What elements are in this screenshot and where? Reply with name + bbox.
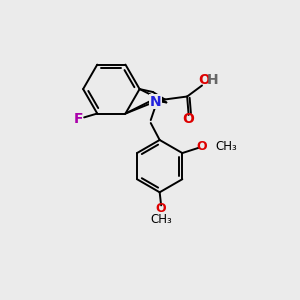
Text: CH₃: CH₃ [150, 212, 172, 226]
Text: O: O [199, 74, 210, 88]
Text: O: O [156, 202, 167, 215]
Text: N: N [149, 94, 161, 109]
Text: O: O [183, 112, 195, 126]
Text: O: O [196, 140, 207, 153]
Text: F: F [74, 112, 84, 126]
Text: CH₃: CH₃ [215, 140, 237, 153]
Text: H: H [207, 74, 219, 88]
